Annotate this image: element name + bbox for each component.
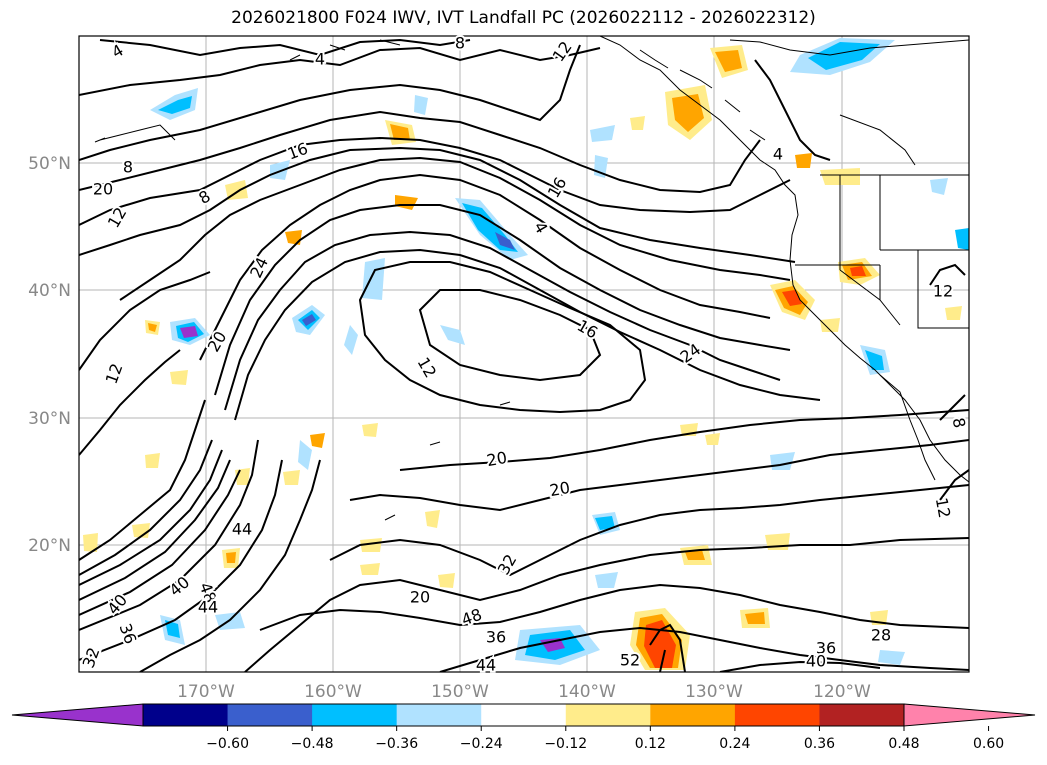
contour-label: 12 <box>932 496 954 519</box>
colorbar-extend-min <box>11 703 144 727</box>
contour-label: 20 <box>410 588 430 607</box>
lat-label-40n: 40°N <box>28 281 71 301</box>
colorbar-segment <box>650 704 736 726</box>
colorbar-segment <box>227 704 313 726</box>
lon-label-170w: 170°W <box>177 682 235 702</box>
lat-label-30n: 30°N <box>28 409 71 429</box>
contour-label: 28 <box>871 626 891 645</box>
colorbar-segment <box>143 704 229 726</box>
lon-label-140w: 140°W <box>558 682 616 702</box>
colorbar-segment <box>396 704 482 726</box>
lon-label-160w: 160°W <box>304 682 362 702</box>
contour-label: 8 <box>949 416 969 429</box>
contour-label: 8 <box>455 34 465 53</box>
colorbar-tick-label: 0.12 <box>635 736 666 752</box>
lon-label-150w: 150°W <box>431 682 489 702</box>
iwv-contours <box>79 38 969 672</box>
colorbar-tick-label: −0.60 <box>206 736 249 752</box>
contour-label: 8 <box>123 158 133 177</box>
contour-label: 20 <box>93 180 113 199</box>
contour-label: 36 <box>486 628 506 647</box>
colorbar-outline <box>142 703 905 727</box>
lat-label-20n: 20°N <box>28 536 71 556</box>
colorbar-segment <box>565 704 651 726</box>
colorbar-tick-label: −0.36 <box>375 736 418 752</box>
latitude-labels: 50°N 40°N 30°N 20°N <box>28 154 71 556</box>
colorbar-tick-label: 0.48 <box>888 736 919 752</box>
colorbar-segment <box>481 704 567 726</box>
colorbar-tick-label: −0.12 <box>544 736 587 752</box>
contour-label: 20 <box>485 448 508 470</box>
contour-label: 44 <box>198 598 218 617</box>
map-title: 2026021800 F024 IWV, IVT Landfall PC (20… <box>231 8 816 28</box>
contour-label: 12 <box>933 282 953 301</box>
colorbar-tick-label: −0.24 <box>460 736 503 752</box>
map-frame <box>78 35 970 673</box>
contour-label: 44 <box>476 656 496 675</box>
contour-label: 20 <box>548 478 571 500</box>
longitude-labels: 170°W 160°W 150°W 140°W 130°W 120°W <box>177 682 871 702</box>
contour-label: 40 <box>806 652 826 671</box>
colorbar-tick-label: 0.36 <box>804 736 835 752</box>
colorbar-tick-label: −0.48 <box>291 736 334 752</box>
contour-label: 36 <box>816 639 836 658</box>
coastlines <box>94 36 969 521</box>
colorbar-segment <box>734 704 820 726</box>
map-area <box>79 36 969 672</box>
lon-label-130w: 130°W <box>685 682 743 702</box>
lat-label-50n: 50°N <box>28 154 71 174</box>
contour-label: 44 <box>232 520 252 539</box>
colorbar-tick-label: 0.60 <box>973 736 1004 752</box>
colorbar-extend-max <box>903 703 1036 727</box>
contour-label: 4 <box>773 145 783 164</box>
colorbar-segment <box>312 704 398 726</box>
lon-label-120w: 120°W <box>813 682 871 702</box>
contour-label: 4 <box>315 50 325 69</box>
contour-label: 52 <box>620 651 640 670</box>
colorbar: −0.60 −0.48 −0.36 −0.24 −0.12 0.12 0.24 0.36 0.4… <box>11 703 1036 752</box>
colorbar-tick-label: 0.24 <box>719 736 750 752</box>
colorbar-segment <box>819 704 905 726</box>
